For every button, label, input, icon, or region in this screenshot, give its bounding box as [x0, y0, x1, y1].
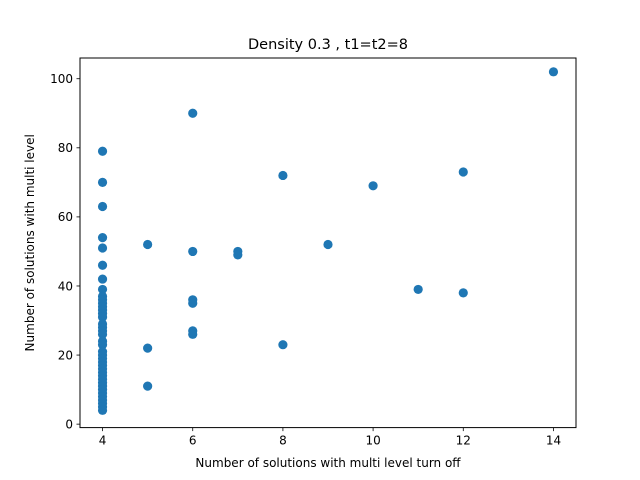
- x-tick-label: 4: [99, 434, 107, 448]
- data-point: [458, 288, 468, 298]
- y-tick-label: 80: [58, 141, 73, 155]
- y-tick-label: 40: [58, 279, 73, 293]
- data-point: [97, 274, 108, 284]
- data-point: [233, 250, 243, 260]
- data-point: [278, 170, 288, 181]
- data-point: [97, 405, 108, 415]
- x-tick-label: 10: [365, 434, 380, 448]
- data-point: [323, 239, 333, 250]
- data-point: [97, 146, 108, 156]
- y-axis-title: Number of solutions with multi level: [23, 134, 37, 351]
- data-point: [97, 312, 108, 322]
- y-tick-label: 20: [58, 348, 73, 362]
- x-axis-title: Number of solutions with multi level tur…: [195, 456, 461, 470]
- data-point: [97, 177, 108, 187]
- data-point: [143, 381, 153, 391]
- data-point: [458, 167, 468, 177]
- x-tick-label: 8: [279, 434, 287, 448]
- x-tick-label: 6: [189, 434, 197, 448]
- data-point: [97, 243, 108, 253]
- data-point: [97, 260, 108, 270]
- data-point: [143, 239, 153, 250]
- data-point: [413, 284, 423, 295]
- data-point: [97, 340, 108, 350]
- data-point: [188, 108, 198, 118]
- data-point: [97, 284, 108, 295]
- data-point: [188, 298, 198, 308]
- y-axis: 0 20 40 60 80 100: [50, 72, 80, 431]
- data-point: [188, 246, 198, 257]
- y-tick-label: 60: [58, 210, 73, 224]
- data-point: [143, 343, 153, 353]
- plot-frame: [79, 57, 577, 429]
- data-point: [368, 181, 378, 191]
- x-tick-label: 14: [546, 434, 561, 448]
- x-axis: 4 6 8 10 12 14: [99, 427, 561, 448]
- data-point: [97, 233, 108, 243]
- data-point: [188, 329, 198, 339]
- data-point: [548, 67, 559, 77]
- x-tick-label: 12: [456, 434, 471, 448]
- chart-title: Density 0.3 , t1=t2=8: [248, 37, 408, 53]
- y-tick-label: 0: [65, 417, 73, 431]
- data-point: [278, 340, 288, 350]
- data-point: [97, 329, 108, 339]
- data-point: [97, 201, 108, 212]
- data-points-layer: [97, 67, 559, 415]
- y-tick-label: 100: [50, 72, 73, 86]
